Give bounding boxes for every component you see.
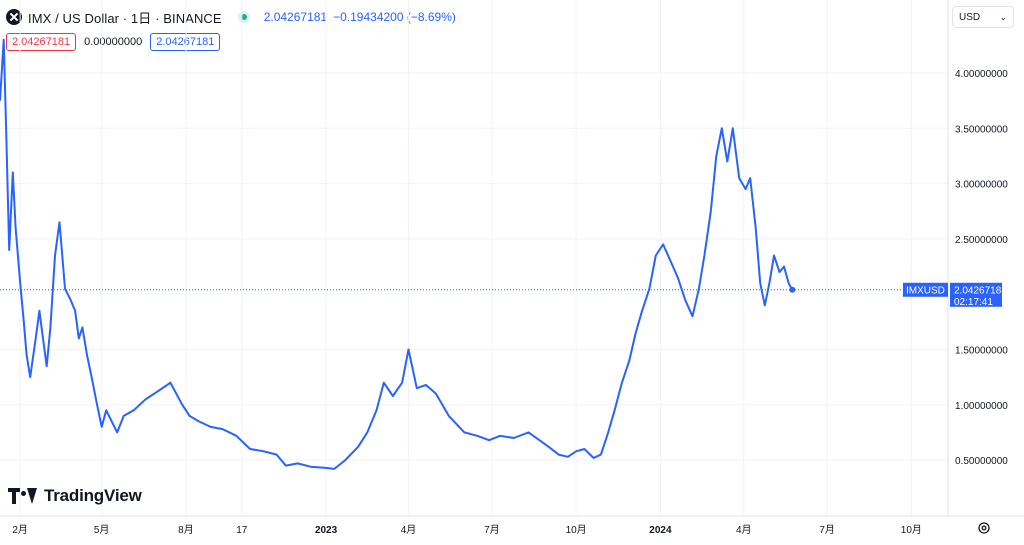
buy-button[interactable]: 2.04267181: [150, 33, 221, 51]
x-tick-label: 5月: [94, 524, 110, 536]
currency-value: USD: [959, 11, 981, 23]
price-axis: 4.00000000 3.50000000 3.00000000 2.50000000…: [955, 69, 1008, 467]
y-tick-label: 1.50000000: [955, 346, 1008, 357]
price-change: −0.19434200 (−8.69%): [333, 10, 456, 24]
x-tick-label: 7月: [819, 524, 835, 536]
y-tick-label: 3.00000000: [955, 180, 1008, 191]
x-tick-label: 2023: [315, 525, 338, 536]
symbol-label-bg: [903, 282, 948, 297]
price-label-value: 2.04267181: [954, 285, 1007, 296]
price-label-bg: [950, 282, 1002, 307]
symbol-label: IMXUSD: [906, 285, 945, 296]
tradingview-logo[interactable]: TradingView: [8, 486, 142, 506]
market-open-icon: [237, 11, 250, 23]
y-tick-label: 0.50000000: [955, 456, 1008, 467]
x-tick-label: 10月: [566, 524, 587, 536]
tradingview-logo-icon: [8, 488, 38, 504]
spread-value: 0.00000000: [84, 36, 143, 48]
y-tick-label: 1.00000000: [955, 401, 1008, 412]
x-tick-label: 8月: [178, 524, 194, 536]
tradingview-wordmark: TradingView: [44, 486, 142, 505]
x-tick-label: 2024: [649, 525, 672, 536]
last-price: 2.04267181: [263, 10, 328, 24]
gear-icon[interactable]: [977, 521, 991, 535]
series-end-dot: [789, 286, 796, 293]
x-tick-label: 4月: [401, 524, 417, 536]
symbol-title[interactable]: IMX / US Dollar · 1日 · BINANCE: [28, 10, 222, 26]
x-tick-label: 4月: [736, 524, 752, 536]
x-tick-label: 7月: [484, 524, 500, 536]
chart-grid: [0, 0, 948, 516]
y-tick-label: 4.00000000: [955, 69, 1008, 80]
series-line: [0, 38, 794, 470]
y-tick-label: 3.50000000: [955, 124, 1008, 135]
sell-button[interactable]: 2.04267181: [6, 33, 77, 51]
y-tick-label: 2.50000000: [955, 235, 1008, 246]
chart-header: IMX / US Dollar · 1日 · BINANCE 2.0426718…: [6, 6, 456, 28]
countdown-label: 02:17:41: [954, 297, 993, 308]
currency-select[interactable]: USD ⌄: [952, 6, 1014, 28]
chevron-down-icon: ⌄: [999, 11, 1007, 22]
x-tick-label: 17: [236, 525, 248, 536]
x-tick-label: 10月: [901, 524, 922, 536]
price-axis-label: IMXUSD 2.04267181 02:17:41: [903, 282, 1007, 308]
imx-logo-icon: [6, 9, 22, 25]
time-axis: 2月 5月 8月 17 2023 4月 7月 10月 2024 4月 7月 10月: [12, 524, 922, 536]
x-tick-label: 2月: [12, 524, 28, 536]
quote-boxes: 2.04267181 0.00000000 2.04267181: [6, 33, 221, 51]
